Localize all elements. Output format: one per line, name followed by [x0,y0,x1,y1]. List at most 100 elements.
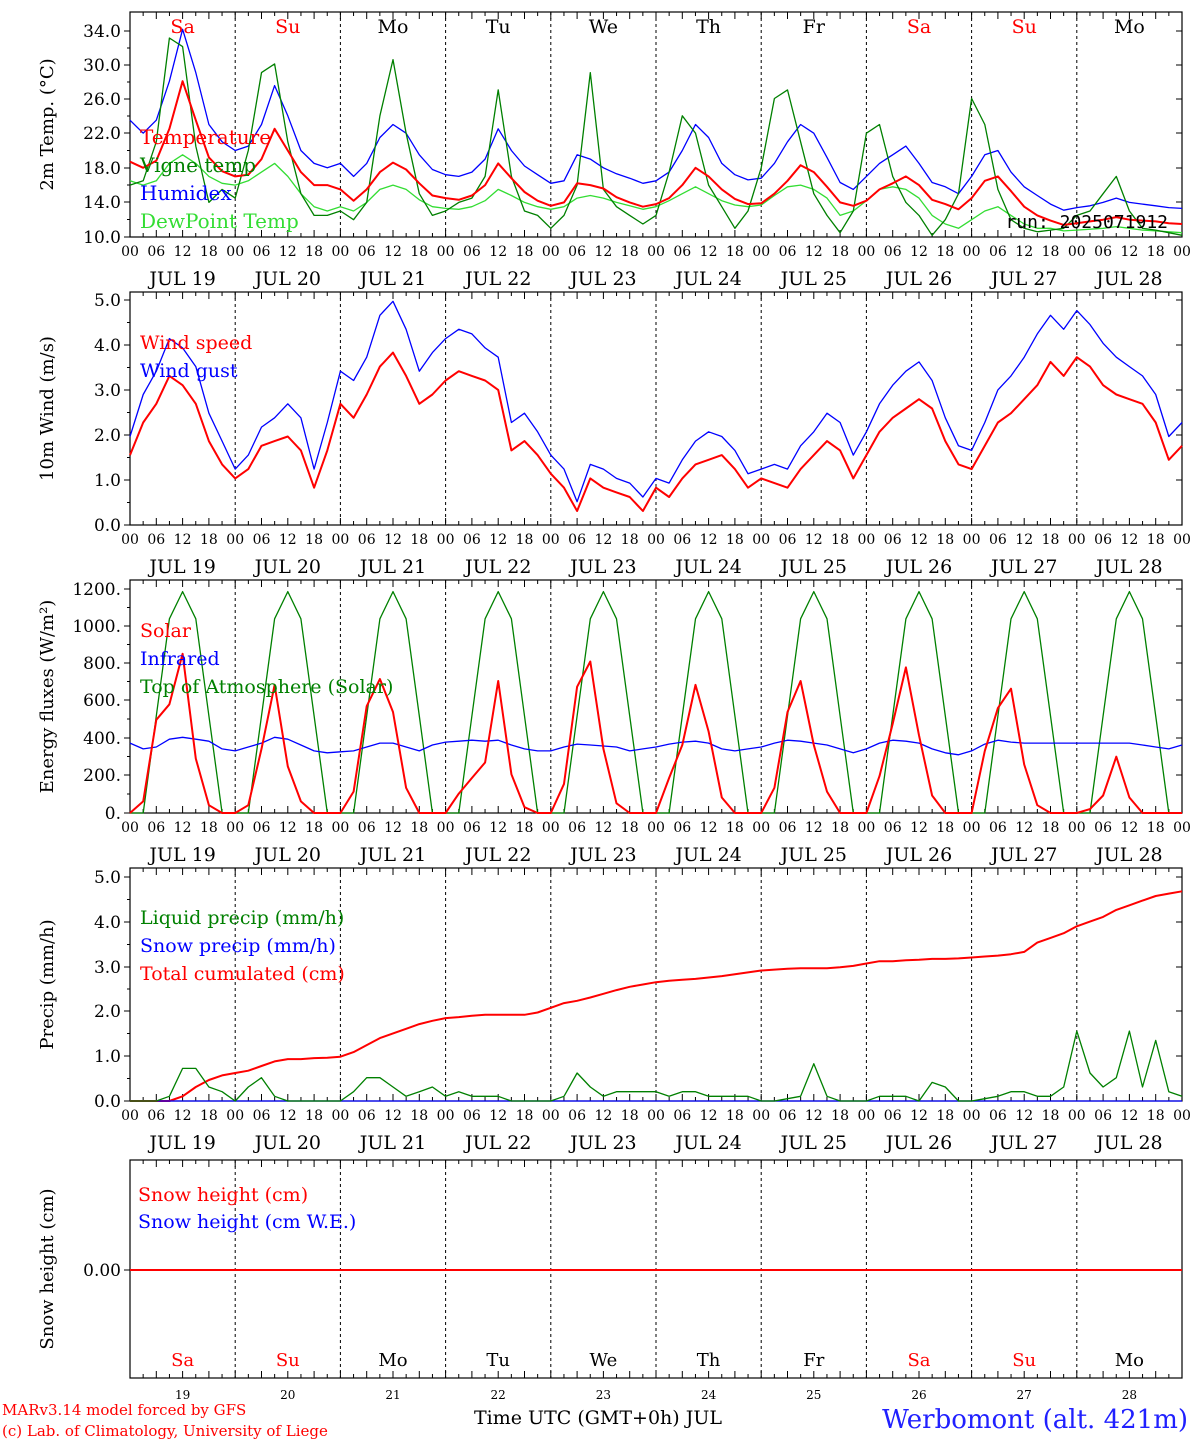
hour-label: 12 [910,1108,928,1124]
hour-label: 18 [1147,532,1165,548]
hour-label: 12 [279,820,297,836]
date-label: JUL 21 [358,556,426,578]
hour-label: 00 [121,1108,139,1124]
date-label: JUL 26 [884,844,952,866]
hour-label: 06 [147,1108,165,1124]
hour-label: 18 [621,1108,639,1124]
hour-label: 12 [594,532,612,548]
hour-label: 12 [384,820,402,836]
date-label: JUL 20 [253,556,321,578]
hour-label: 12 [1120,532,1138,548]
hour-label: 00 [331,820,349,836]
hour-label: 18 [410,532,428,548]
hour-label: 12 [174,820,192,836]
hour-label: 12 [805,1108,823,1124]
y-tick-label: 800. [83,654,121,674]
weekday-label: We [589,16,618,38]
day-number-label: 21 [385,1388,400,1402]
hour-label: 00 [647,532,665,548]
hour-label: 18 [621,244,639,260]
station-name: Werbomont (alt. 421m) [882,1405,1188,1435]
hour-label: 06 [147,532,165,548]
hour-label: 06 [884,244,902,260]
hour-label: 00 [226,244,244,260]
legend-entry: Liquid precip (mm/h) [140,907,344,929]
hour-label: 12 [910,244,928,260]
hour-label: 18 [410,244,428,260]
hour-label: 12 [1120,1108,1138,1124]
hour-label: 00 [226,1108,244,1124]
panel-3: 1200. 1000. 800. 600. 400. 200. 0. Energy fluxe… [37,579,1191,866]
hour-label: 12 [805,532,823,548]
hour-label: 18 [936,820,954,836]
y-axis-label: 10m Wind (m/s) [37,336,58,481]
weekday-label: Su [1012,1350,1036,1371]
series-line-dewpoint-temp [129,154,1183,234]
date-label: JUL 19 [147,844,215,866]
date-label: JUL 26 [884,556,952,578]
date-label: JUL 24 [673,1132,741,1154]
series-line-temperature [129,80,1183,226]
series-line-wind-gust [129,300,1183,503]
y-tick-label: 26.0 [83,90,121,110]
hour-label: 06 [989,1108,1007,1124]
weekday-label: Mo [1115,1350,1144,1371]
date-label: JUL 23 [568,268,636,290]
hour-label: 18 [305,1108,323,1124]
legend-entry: Solar [140,620,192,642]
hour-label: 06 [673,820,691,836]
y-tick-label: 0.0 [94,516,121,536]
hour-label: 18 [200,1108,218,1124]
weekday-label: Mo [378,16,409,38]
weekday-label: Th [697,1350,721,1371]
y-tick-label: 10.0 [83,228,121,248]
hour-label: 18 [621,820,639,836]
hour-label: 06 [1094,1108,1112,1124]
date-label: JUL 20 [253,1132,321,1154]
hour-label: 06 [1094,820,1112,836]
series-line-humidex [129,28,1183,211]
hour-label: 06 [884,820,902,836]
y-tick-label: 3.0 [94,381,121,401]
hour-label: 18 [305,820,323,836]
hour-label: 18 [726,532,744,548]
y-tick-label: 2.0 [94,1002,121,1022]
date-label: JUL 20 [253,844,321,866]
hour-label: 18 [1147,1108,1165,1124]
hour-label: 00 [1068,532,1086,548]
day-number-label: 27 [1017,1388,1032,1402]
hour-label: 00 [1173,244,1191,260]
hour-label: 06 [1094,532,1112,548]
date-label: JUL 25 [779,1132,847,1154]
hour-label: 06 [147,244,165,260]
hour-label: 06 [673,1108,691,1124]
y-tick-label: 4.0 [94,336,121,356]
hour-label: 12 [279,532,297,548]
date-label: JUL 19 [147,556,215,578]
hour-label: 06 [1094,244,1112,260]
weekday-label: Tu [486,16,511,38]
legend-entry: Top of Atmosphere (Solar) [140,676,393,698]
hour-label: 06 [779,532,797,548]
hour-label: 00 [963,532,981,548]
hour-label: 06 [673,532,691,548]
hour-label: 00 [437,820,455,836]
day-number-label: 19 [175,1388,190,1402]
date-label: JUL 24 [673,268,741,290]
hour-label: 12 [910,820,928,836]
legend-entry: Snow precip (mm/h) [140,935,336,957]
y-tick-label: 0.0 [94,1092,121,1112]
date-label: JUL 28 [1094,556,1162,578]
hour-label: 00 [857,532,875,548]
series-line-solar [129,652,1182,814]
hour-label: 18 [831,1108,849,1124]
hour-label: 00 [437,532,455,548]
credit-line-1: MARv3.14 model forced by GFS [2,1401,246,1419]
hour-label: 06 [463,244,481,260]
hour-label: 00 [542,244,560,260]
legend-entry: Snow height (cm) [138,1184,308,1206]
hour-label: 12 [489,532,507,548]
y-tick-label: 1.0 [94,471,121,491]
hour-label: 00 [647,820,665,836]
hour-label: 00 [1173,1108,1191,1124]
